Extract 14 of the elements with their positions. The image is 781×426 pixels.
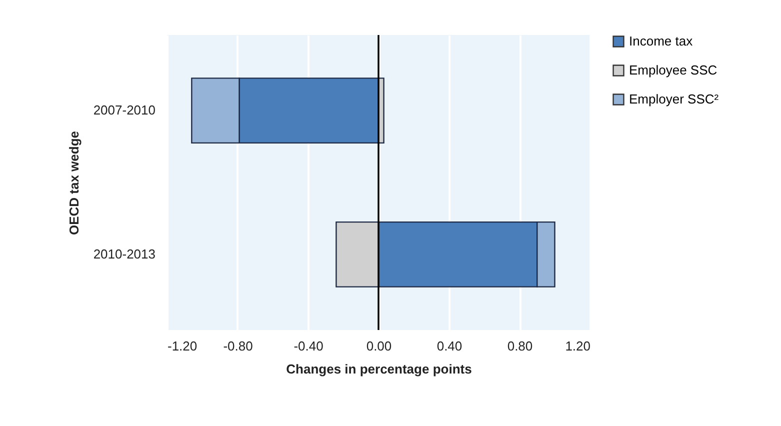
legend-label: Employer SSC² [629, 92, 720, 106]
legend-label: Income tax [629, 34, 694, 48]
x-axis-title: Changes in percentage points [286, 362, 472, 376]
y-tick-label: 2010-2013 [93, 246, 156, 262]
x-tick-label: 0.40 [436, 338, 462, 354]
x-tick-label: 1.20 [565, 338, 590, 354]
x-tick-label: -0.40 [294, 338, 324, 354]
y-tick-label: 2007-2010 [93, 102, 156, 118]
x-tick-label: -0.80 [223, 338, 253, 354]
y-axis-title: OECD tax wedge [66, 130, 82, 236]
x-tick-label: 0.00 [366, 338, 392, 354]
legend-label: Employee SSC [629, 62, 718, 78]
x-tick-label: 0.80 [507, 338, 533, 354]
x-tick-label: -1.20 [168, 338, 198, 354]
